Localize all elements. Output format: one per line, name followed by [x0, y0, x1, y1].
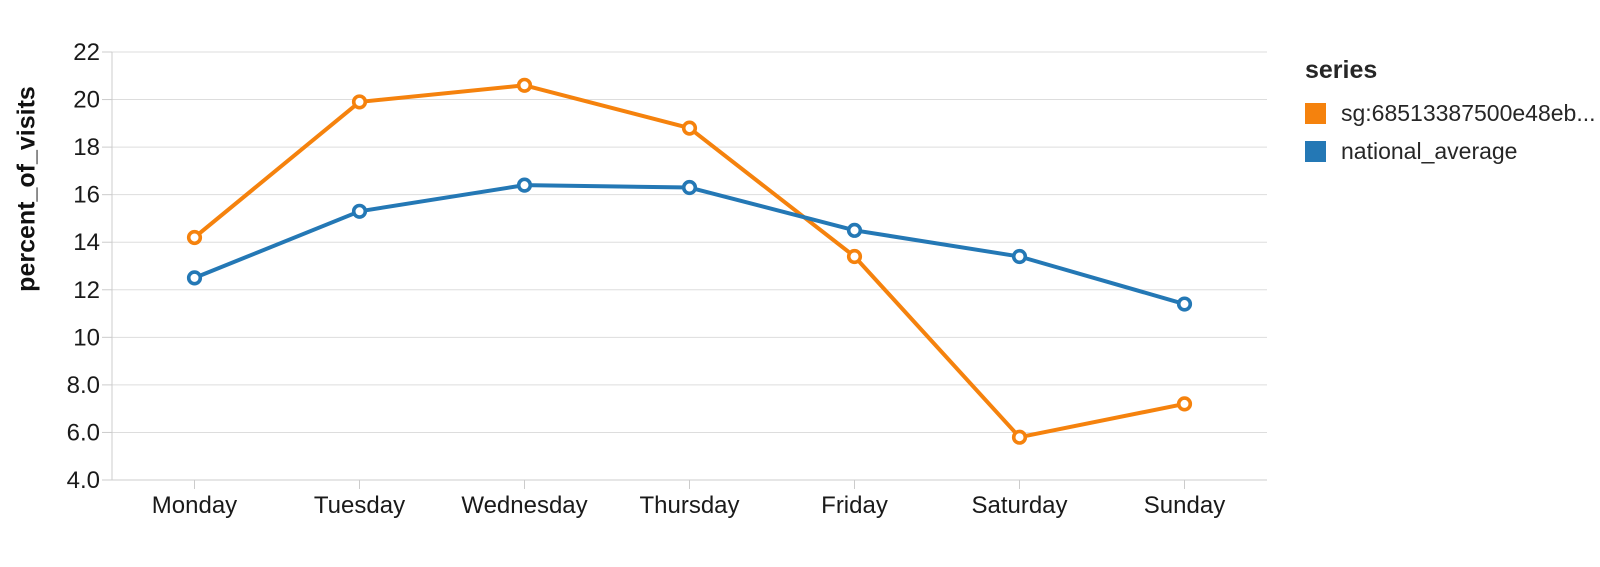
svg-text:20: 20: [73, 87, 100, 114]
svg-text:18: 18: [73, 134, 100, 161]
legend-swatch-national-average-icon: [1305, 141, 1326, 162]
svg-text:14: 14: [73, 229, 100, 256]
svg-text:Wednesday: Wednesday: [461, 492, 587, 519]
legend-item-national-average: national_average: [1305, 138, 1597, 165]
svg-text:8.0: 8.0: [67, 372, 100, 399]
svg-text:Tuesday: Tuesday: [314, 492, 405, 519]
svg-text:Monday: Monday: [152, 492, 237, 519]
svg-text:22: 22: [73, 39, 100, 66]
legend-item-sg-label: sg:68513387500e48eb...: [1341, 100, 1596, 126]
svg-text:16: 16: [73, 182, 100, 209]
svg-text:Friday: Friday: [821, 492, 888, 519]
svg-text:Sunday: Sunday: [1144, 492, 1225, 519]
legend: series sg:68513387500e48eb... national_a…: [1305, 56, 1597, 176]
svg-text:Thursday: Thursday: [639, 492, 739, 519]
legend-title: series: [1305, 56, 1378, 84]
svg-text:10: 10: [73, 324, 100, 351]
svg-text:12: 12: [73, 277, 100, 304]
legend-item-sg: sg:68513387500e48eb...: [1305, 100, 1597, 127]
svg-text:Saturday: Saturday: [971, 492, 1067, 519]
legend-item-national-average-label: national_average: [1341, 138, 1518, 164]
svg-text:6.0: 6.0: [67, 419, 100, 446]
legend-swatch-sg-icon: [1305, 103, 1326, 124]
svg-text:4.0: 4.0: [67, 467, 100, 494]
